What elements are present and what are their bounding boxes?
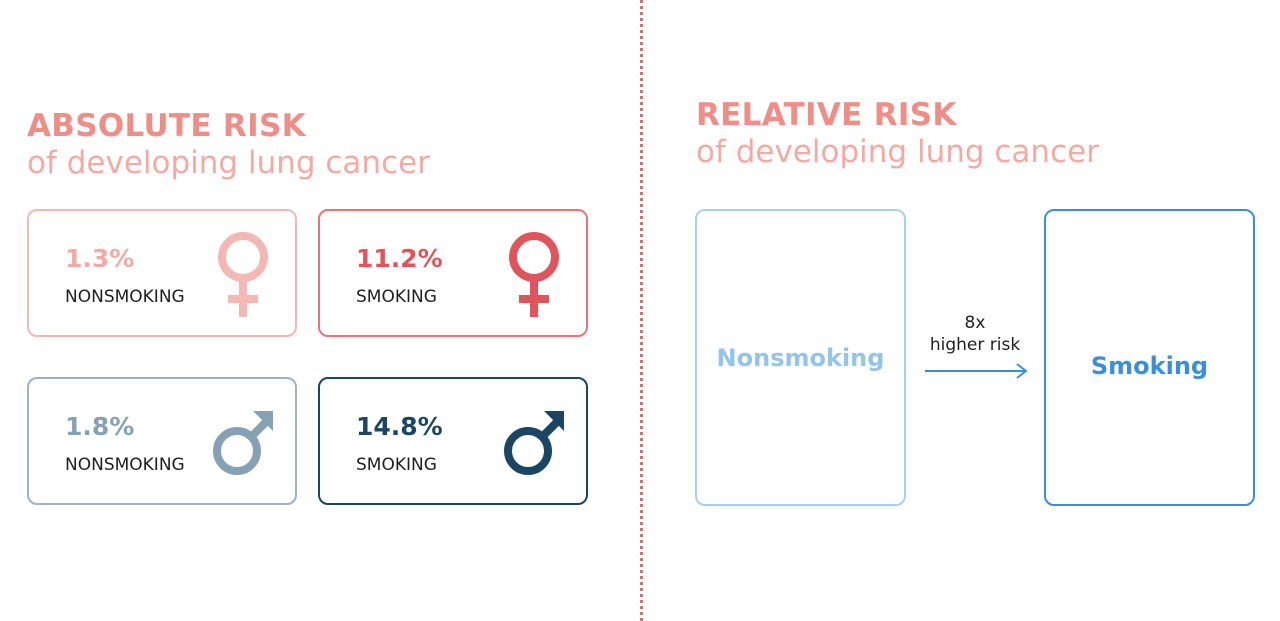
smoking-label: Smoking	[1090, 352, 1209, 380]
absolute-risk-heading: ABSOLUTE RISK of developing lung cancer	[27, 111, 430, 179]
nonsmoking-box: Nonsmoking	[695, 209, 906, 506]
relative-risk-heading: RELATIVE RISK of developing lung cancer	[696, 100, 1099, 168]
absolute-risk-title: ABSOLUTE RISK	[27, 108, 306, 144]
risk-label: SMOKING	[356, 287, 437, 307]
female-icon	[509, 232, 559, 317]
smoking-box: Smoking	[1044, 209, 1255, 506]
dotted-divider	[640, 0, 643, 621]
multiplier-value: 8x	[964, 313, 986, 333]
male-icon	[504, 411, 564, 475]
relative-risk-title: RELATIVE RISK	[696, 97, 957, 133]
risk-label: NONSMOKING	[65, 455, 185, 475]
card-female-nonsmoking: 1.3% NONSMOKING	[27, 209, 297, 337]
risk-value: 11.2%	[356, 244, 443, 273]
risk-label: SMOKING	[356, 455, 437, 475]
risk-value: 1.3%	[65, 244, 135, 273]
risk-value: 1.8%	[65, 412, 135, 441]
multiplier-text: 8x higher risk	[910, 312, 1040, 356]
female-icon	[218, 232, 268, 317]
card-female-smoking: 11.2% SMOKING	[318, 209, 588, 337]
card-male-smoking: 14.8% SMOKING	[318, 377, 588, 505]
risk-label: NONSMOKING	[65, 287, 185, 307]
absolute-risk-subtitle: of developing lung cancer	[27, 145, 430, 181]
arrow-right-icon	[925, 363, 1028, 379]
card-male-nonsmoking: 1.8% NONSMOKING	[27, 377, 297, 505]
risk-value: 14.8%	[356, 412, 443, 441]
nonsmoking-label: Nonsmoking	[716, 344, 885, 372]
multiplier-caption: higher risk	[929, 335, 1021, 356]
relative-risk-subtitle: of developing lung cancer	[696, 134, 1099, 170]
male-icon	[213, 411, 273, 475]
